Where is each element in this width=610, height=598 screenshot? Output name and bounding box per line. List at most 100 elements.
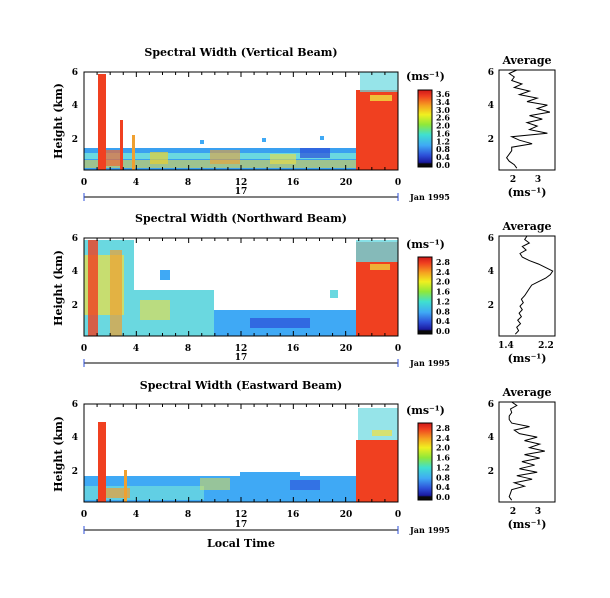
colorbar-tick-label: 2.0 [436,443,450,453]
colorbar-unit: (ms⁻¹) [406,404,445,417]
colorbar-tick-label: 0.8 [436,472,450,482]
profile-x-tick-label: 2.2 [538,341,554,351]
colorbar [417,89,433,168]
date-label: Jan 1995 [409,525,450,535]
profile-y-tick-label: 4 [488,101,494,111]
colorbar-ticks: 2.82.42.01.61.20.80.40.0 [436,423,450,502]
profile-frame [498,235,556,337]
chart-title: Spectral Width (Eastward Beam) [140,379,342,392]
profile-y-tick-label: 2 [488,301,494,311]
colorbar-tick-label: 0.8 [436,144,450,154]
x-tick-label: 20 [340,344,353,354]
colorbar-tick-label: 0.4 [436,316,450,326]
date-label: Jan 1995 [409,358,450,368]
x-tick-label: 20 [340,510,353,520]
profile-y-ticks: 2 4 6 [488,400,494,477]
colorbar-tick-label: 1.6 [436,287,450,297]
profile-title: Average [501,220,551,233]
x-tick-marks [83,404,399,502]
y-axis-label: Height (km) [52,250,65,326]
colorbar-tick-label: 1.2 [436,462,450,472]
profile-frame [498,69,556,171]
colorbar [417,422,433,501]
panel-northward-beam: Spectral Width (Northward Beam) Height (… [52,212,556,368]
x-tick-label: 12 [235,344,248,354]
colorbar-unit: (ms⁻¹) [406,70,445,83]
y-axis-label: Height (km) [52,83,65,159]
colorbar-tick-label: 1.6 [436,128,450,138]
chart-title: Spectral Width (Vertical Beam) [144,46,337,59]
colorbar-tick-label: 2.8 [436,257,450,267]
x-tick-labels: 0 4 8 12 16 20 0 [81,510,401,520]
profile-title: Average [501,54,551,67]
y-tick-label: 2 [72,135,78,145]
x-tick-label: 0 [81,510,87,520]
x-tick-label: 0 [395,344,401,354]
colorbar-tick-label: 2.6 [436,113,450,123]
x-tick-label: 0 [395,510,401,520]
profile-y-tick-label: 2 [488,135,494,145]
x-tick-labels: 0 4 8 12 16 20 0 [81,178,401,188]
x-tick-label: 8 [185,178,191,188]
colorbar-tick-label: 3.6 [436,89,450,99]
heatmap-field [84,240,398,336]
x-tick-labels: 0 4 8 12 16 20 0 [81,344,401,354]
profile-x-tick-label: 3 [535,507,541,517]
day-label: 17 [235,187,248,197]
colorbar-tick-label: 0.4 [436,482,450,492]
panel-eastward-beam: Spectral Width (Eastward Beam) Height (k… [52,379,556,550]
x-tick-label: 12 [235,178,248,188]
colorbar-tick-label: 0.0 [436,492,450,502]
day-label: 17 [235,353,248,363]
x-tick-label: 12 [235,510,248,520]
panel-vertical-beam: Spectral Width (Vertical Beam) Height (k… [52,46,556,202]
x-tick-label: 0 [81,344,87,354]
x-tick-label: 0 [395,178,401,188]
colorbar-ticks: 3.63.43.02.62.01.61.20.80.40.0 [436,89,450,170]
colorbar-tick-label: 2.0 [436,121,450,131]
x-tick-label: 4 [133,344,139,354]
colorbar-tick-label: 1.2 [436,296,450,306]
colorbar-unit: (ms⁻¹) [406,238,445,251]
x-tick-label: 16 [287,510,300,520]
colorbar-tick-label: 3.0 [436,105,450,115]
profile-x-tick-label: 3 [535,175,541,185]
colorbar-tick-label: 1.6 [436,453,450,463]
profile-y-tick-label: 6 [488,68,494,78]
y-tick-label: 2 [72,301,78,311]
date-label: Jan 1995 [409,192,450,202]
colorbar-tick-label: 2.4 [436,433,450,443]
profile-y-tick-label: 4 [488,267,494,277]
y-tick-label: 4 [72,101,78,111]
y-tick-label: 6 [72,400,78,410]
y-tick-label: 6 [72,234,78,244]
y-tick-labels: 2 4 6 [72,234,78,311]
x-tick-marks [83,72,399,170]
colorbar-tick-label: 0.8 [436,306,450,316]
profile-frame [498,401,556,503]
profile-x-tick-label: 2 [510,175,516,185]
profile-y-ticks: 2 4 6 [488,234,494,311]
profile-line [508,401,545,501]
colorbar-tick-label: 3.4 [436,97,450,107]
y-tick-label: 2 [72,467,78,477]
x-tick-label: 4 [133,510,139,520]
y-tick-labels: 2 4 6 [72,400,78,477]
y-axis-label: Height (km) [52,416,65,492]
day-label: 17 [235,520,248,530]
profile-y-tick-label: 6 [488,234,494,244]
profile-x-label: (ms⁻¹) [508,518,547,531]
profile-y-tick-label: 6 [488,400,494,410]
x-tick-label: 0 [81,178,87,188]
profile-x-label: (ms⁻¹) [508,352,547,365]
profile-x-tick-label: 2 [510,507,516,517]
x-tick-label: 16 [287,178,300,188]
heatmap-field [84,72,398,170]
colorbar-ticks: 2.82.42.01.61.20.80.40.0 [436,257,450,336]
y-tick-label: 6 [72,68,78,78]
y-tick-labels: 2 4 6 [72,68,78,145]
profile-y-tick-label: 4 [488,433,494,443]
profile-line [514,235,554,335]
colorbar-tick-label: 2.0 [436,277,450,287]
x-tick-marks [83,238,399,336]
